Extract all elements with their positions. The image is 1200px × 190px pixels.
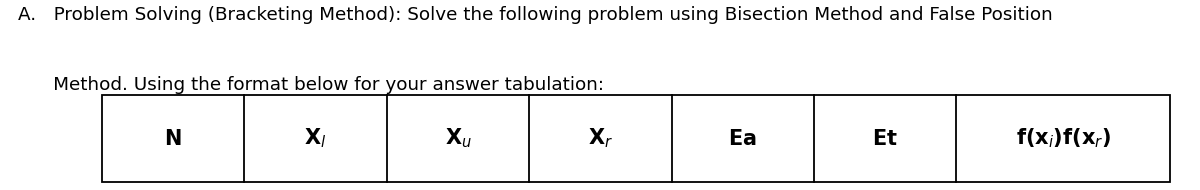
Text: $\bf{X_{\it{u}}}$: $\bf{X_{\it{u}}}$ (444, 127, 472, 150)
Text: A.   Problem Solving (Bracketing Method): Solve the following problem using Bise: A. Problem Solving (Bracketing Method): … (18, 6, 1052, 24)
Text: $\bf{Ea}$: $\bf{Ea}$ (728, 129, 757, 149)
Text: $\bf{f(x_{\it{i}})f(x_{\it{r}})}$: $\bf{f(x_{\it{i}})f(x_{\it{r}})}$ (1015, 127, 1111, 150)
Text: $\bf{X_{\it{r}}}$: $\bf{X_{\it{r}}}$ (588, 127, 613, 150)
Text: Method. Using the format below for your answer tabulation:: Method. Using the format below for your … (18, 76, 604, 94)
Text: $\bf{Et}$: $\bf{Et}$ (872, 129, 898, 149)
Text: $\bf{N}$: $\bf{N}$ (164, 129, 182, 149)
Text: $\bf{X_{\it{l}}}$: $\bf{X_{\it{l}}}$ (305, 127, 326, 150)
